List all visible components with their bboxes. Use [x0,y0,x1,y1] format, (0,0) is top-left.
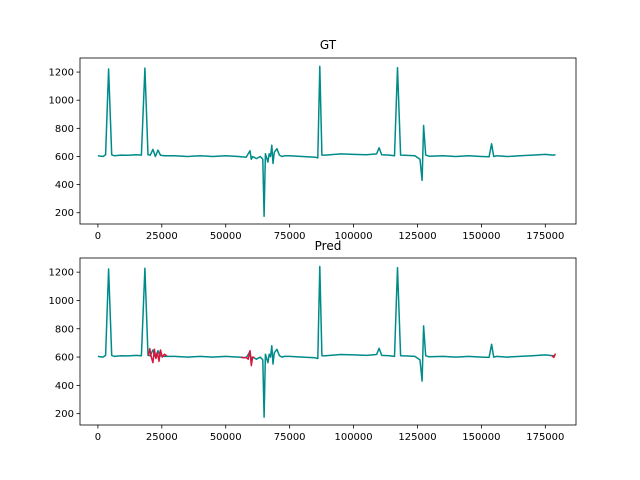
series-line-2 [240,349,255,367]
y-tick-label: 1000 [49,296,74,307]
x-tick-label: 50000 [210,432,242,443]
x-tick-label: 100000 [334,231,372,242]
y-tick-label: 600 [55,353,74,364]
x-tick-label: 25000 [146,432,178,443]
y-tick-label: 1200 [49,68,74,79]
x-tick-label: 175000 [526,432,564,443]
chart-title: GT [320,38,337,52]
y-tick-label: 400 [55,381,74,392]
x-tick-label: 150000 [462,432,500,443]
x-tick-label: 75000 [274,432,306,443]
y-tick-label: 1000 [49,96,74,107]
x-tick-label: 175000 [526,231,564,242]
y-tick-label: 400 [55,180,74,191]
y-tick-label: 1200 [49,268,74,279]
y-tick-label: 800 [55,324,74,335]
y-tick-label: 600 [55,152,74,163]
chart-title: Pred [315,239,342,253]
y-tick-label: 200 [55,409,74,420]
x-tick-label: 0 [95,231,101,242]
subplot-pred: 0 25000 50000 75000 100000 125000 150000 175000… [49,239,577,443]
x-tick-label: 150000 [462,231,500,242]
axes-frame [79,57,577,225]
x-tick-label: 125000 [398,432,436,443]
x-tick-label: 0 [95,432,101,443]
subplot-gt: 0 25000 50000 75000 100000 125000 150000 175000… [49,38,577,242]
y-tick-label: 800 [55,124,74,135]
x-tick-label: 75000 [274,231,306,242]
axes-frame [79,257,577,426]
y-tick-label: 200 [55,208,74,219]
series-line-1 [147,347,168,364]
x-tick-label: 100000 [334,432,372,443]
x-tick-label: 25000 [146,231,178,242]
series-line-3 [551,353,557,359]
x-tick-label: 50000 [210,231,242,242]
x-tick-label: 125000 [398,231,436,242]
series-line-0 [97,65,556,218]
